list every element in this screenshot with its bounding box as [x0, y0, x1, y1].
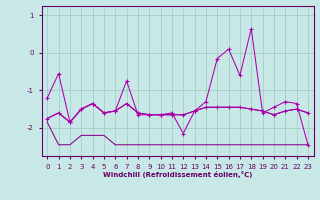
- X-axis label: Windchill (Refroidissement éolien,°C): Windchill (Refroidissement éolien,°C): [103, 171, 252, 178]
